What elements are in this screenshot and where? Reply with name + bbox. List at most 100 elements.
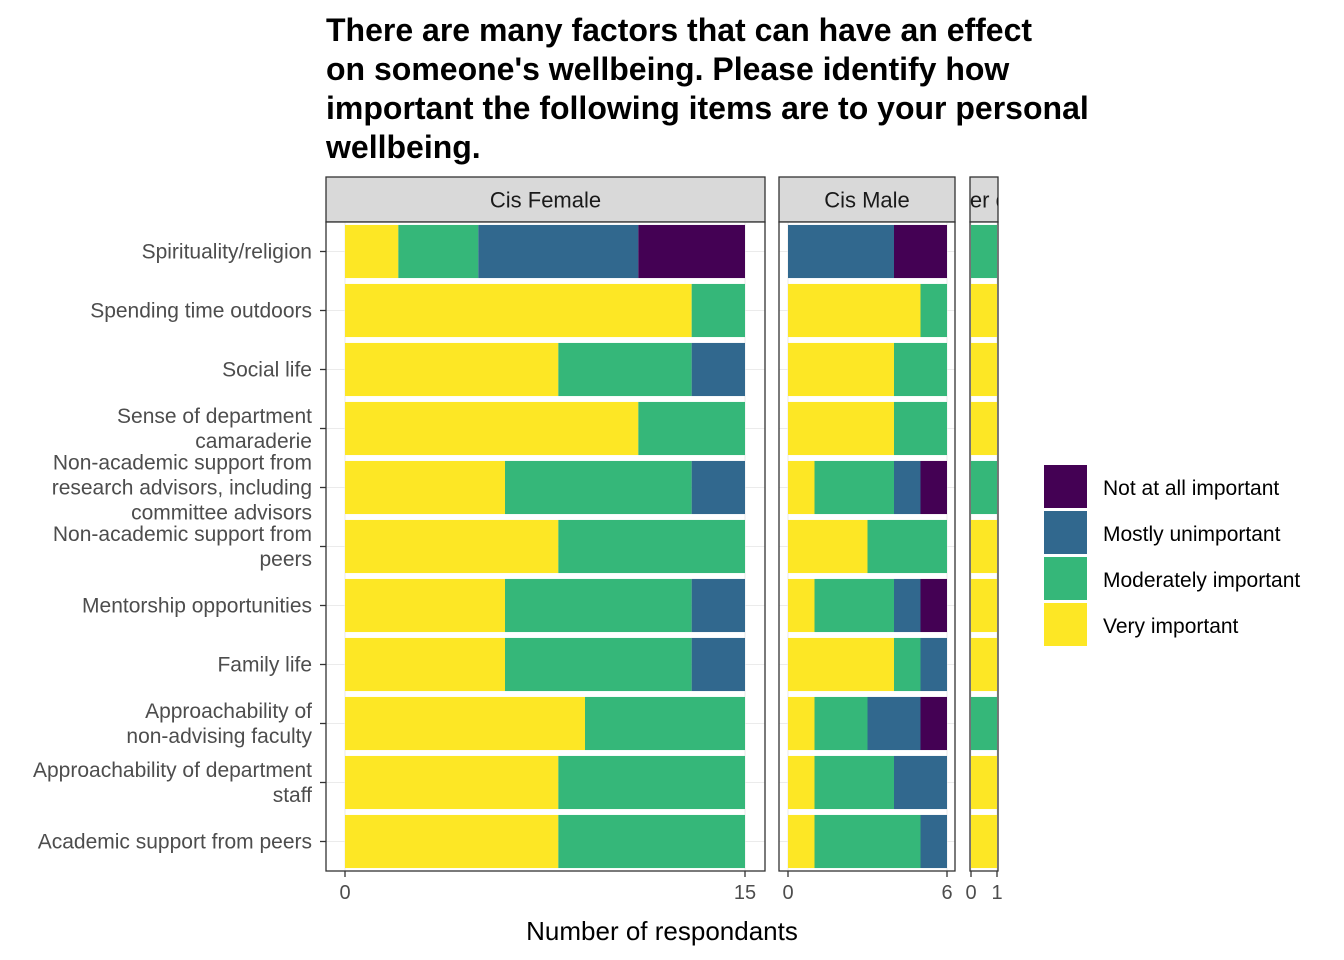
legend-label: Mostly unimportant <box>1103 523 1281 546</box>
bar-segment-very-important <box>788 283 921 338</box>
chart-title-line: on someone's wellbeing. Please identify … <box>326 51 1009 87</box>
bar-segment-moderately-important <box>505 578 692 633</box>
bar-segment-moderately-important <box>691 283 745 338</box>
bar-segment-very-important <box>971 342 997 397</box>
y-axis-label-line: Approachability of <box>145 700 312 723</box>
legend-label: Very important <box>1103 615 1239 638</box>
x-axis-title: Number of respondants <box>526 916 798 946</box>
bar-segment-very-important <box>345 401 639 456</box>
y-axis-label-line: Approachability of department <box>33 759 312 782</box>
bar-segment-very-important <box>788 755 815 810</box>
bar-segment-moderately-important <box>505 460 692 515</box>
bar-segment-very-important <box>788 637 894 692</box>
bar-segment-mostly-unimportant <box>691 578 745 633</box>
legend-swatch <box>1044 511 1087 554</box>
bar-segment-very-important <box>345 755 559 810</box>
bar-segment-very-important <box>971 578 997 633</box>
bar-segment-moderately-important <box>971 224 997 279</box>
legend: Not at all important Mostly unimportant Mo… <box>1044 465 1300 646</box>
chart-title: There are many factors that can have an … <box>325 12 1089 165</box>
legend-item-moderately-important: Moderately important <box>1044 557 1300 600</box>
x-tick-label: 1 <box>991 882 1002 904</box>
bar-segment-very-important <box>788 814 815 869</box>
y-axis-label-line: Mentorship opportunities <box>82 595 312 618</box>
bar-segment-mostly-unimportant <box>478 224 639 279</box>
legend-item-very-important: Very important <box>1044 603 1239 646</box>
bar-segment-very-important <box>788 578 815 633</box>
bar-segment-moderately-important <box>558 519 745 574</box>
bars <box>971 224 997 869</box>
bar-segment-mostly-unimportant <box>894 460 921 515</box>
y-axis-label-line: Non-academic support from <box>53 523 312 546</box>
bar-segment-moderately-important <box>920 283 947 338</box>
panel-cis-male: Cis Male 0 6 <box>778 176 956 904</box>
legend-item-mostly-unimportant: Mostly unimportant <box>1044 511 1281 554</box>
y-axis-label-line: committee advisors <box>131 502 312 525</box>
bar-segment-not-at-all-important <box>638 224 745 279</box>
bar-segment-very-important <box>971 283 997 338</box>
strip-label: Cis Male <box>824 188 910 213</box>
bar-segment-moderately-important <box>894 637 921 692</box>
legend-label: Not at all important <box>1103 477 1279 500</box>
bar-segment-moderately-important <box>971 460 997 515</box>
y-axis-label-line: staff <box>273 784 312 807</box>
panel-cis-female: Cis Female 0 15 <box>325 176 766 904</box>
y-axis-label-line: Non-academic support from <box>53 452 312 475</box>
bar-segment-not-at-all-important <box>920 460 947 515</box>
y-axis-label-family-life: Family life <box>217 654 326 677</box>
y-axis-label-line: camaraderie <box>195 430 312 453</box>
strip-label: Gender queer <box>916 188 1052 213</box>
y-axis-label-mentorship-opportunities: Mentorship opportunities <box>82 595 326 618</box>
bar-segment-very-important <box>345 342 559 397</box>
bar-segment-not-at-all-important <box>920 578 947 633</box>
bar-segment-moderately-important <box>814 814 921 869</box>
bar-segment-very-important <box>345 637 505 692</box>
chart-title-line: wellbeing. <box>325 129 481 165</box>
bar-segment-moderately-important <box>558 814 745 869</box>
strip-gender-queer <box>969 176 999 223</box>
y-axis-label-academic-support-from-peers: Academic support from peers <box>38 831 326 854</box>
bar-segment-moderately-important <box>971 696 997 751</box>
y-axis-label-line: Spending time outdoors <box>90 300 312 323</box>
y-axis-label-line: Spirituality/religion <box>142 241 312 264</box>
y-axis-label-line: Academic support from peers <box>38 831 312 854</box>
bar-segment-moderately-important <box>505 637 692 692</box>
bar-segment-moderately-important <box>398 224 479 279</box>
strip-cis-male <box>778 176 956 223</box>
x-tick-label: 0 <box>965 882 976 904</box>
bar-segment-very-important <box>345 814 559 869</box>
bar-segment-moderately-important <box>814 755 894 810</box>
x-tick-label: 0 <box>782 882 793 904</box>
y-axis-label-line: peers <box>259 548 312 571</box>
bar-segment-mostly-unimportant <box>691 460 745 515</box>
strip-label: Cis Female <box>490 188 601 213</box>
y-axis-label-social-life: Social life <box>222 359 326 382</box>
bar-segment-very-important <box>345 519 559 574</box>
bar-segment-moderately-important <box>558 342 692 397</box>
bar-segment-mostly-unimportant <box>894 578 921 633</box>
bar-segment-very-important <box>971 401 997 456</box>
bar-segment-very-important <box>345 578 505 633</box>
bar-segment-moderately-important <box>558 755 745 810</box>
y-axis-label-line: Social life <box>222 359 312 382</box>
legend-swatch <box>1044 603 1087 646</box>
x-tick-label: 15 <box>734 882 756 904</box>
bar-segment-very-important <box>345 696 585 751</box>
bar-segment-mostly-unimportant <box>894 755 947 810</box>
legend-label: Moderately important <box>1103 569 1300 592</box>
chart-title-line: There are many factors that can have an … <box>326 12 1032 48</box>
x-tick-label: 6 <box>941 882 952 904</box>
panel-border <box>778 221 956 872</box>
bar-segment-mostly-unimportant <box>867 696 921 751</box>
bar-segment-very-important <box>788 696 815 751</box>
bar-segment-very-important <box>971 519 997 574</box>
chart-title-line: important the following items are to you… <box>326 90 1089 126</box>
bar-segment-very-important <box>788 460 815 515</box>
bar-segment-moderately-important <box>814 460 894 515</box>
bar-segment-mostly-unimportant <box>691 342 745 397</box>
